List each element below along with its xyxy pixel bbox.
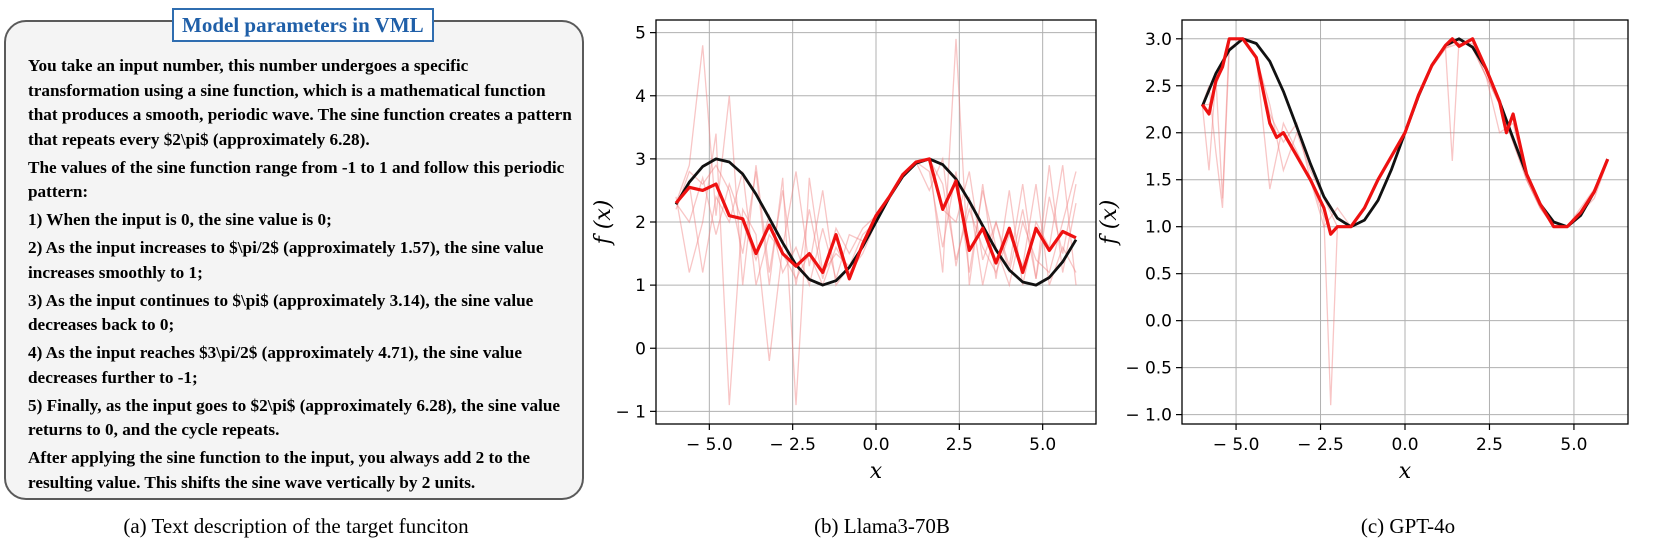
paragraph: 4) As the input reaches $3\pi/2$ (approx…	[28, 343, 522, 387]
llama-xlabel: x	[870, 459, 883, 484]
caption-a: (a) Text description of the target funci…	[123, 514, 469, 538]
gpt4o-xtick-label: − 5.0	[1213, 435, 1260, 455]
vml-title-badge: Model parameters in VML	[172, 8, 434, 42]
llama-ytick-label: 5	[635, 24, 646, 44]
gpt4o-xtick-label: 5.0	[1560, 435, 1587, 455]
gpt4o-xtick-label: 0.0	[1391, 435, 1418, 455]
paragraph: 1) When the input is 0, the sine value i…	[28, 210, 332, 229]
llama-xtick-label: 5.0	[1029, 435, 1056, 455]
gpt4o-ytick-label: 3.0	[1145, 30, 1172, 50]
llama-ytick-label: 1	[635, 276, 646, 296]
gpt4o-xlabel: x	[1399, 459, 1412, 484]
gpt4o-ytick-label: 1.0	[1145, 218, 1172, 238]
vml-description-text: You take an input number, this number un…	[28, 54, 576, 499]
gpt4o-xtick-label: 2.5	[1476, 435, 1503, 455]
gpt4o-ytick-label: 0.5	[1145, 265, 1172, 285]
llama-xtick-label: − 5.0	[686, 435, 733, 455]
llama-xtick-label: − 2.5	[769, 435, 816, 455]
gpt4o-ytick-label: 2.0	[1145, 124, 1172, 144]
caption-b: (b) Llama3-70B	[814, 514, 950, 538]
paragraph: 3) As the input continues to $\pi$ (appr…	[28, 290, 534, 335]
gpt4o-xtick-label: − 2.5	[1297, 435, 1344, 455]
gpt4o-ytick-label: 1.5	[1145, 171, 1172, 191]
llama-ylabel: f (x)	[591, 200, 616, 247]
llama-ytick-label: 4	[635, 87, 646, 107]
paragraph: 2) As the input increases to $\pi/2$ (ap…	[28, 238, 544, 282]
gpt4o-ytick-label: 2.5	[1145, 77, 1172, 97]
llama-target-line	[674, 157, 1078, 287]
gpt4o-ytick-label: − 0.5	[1125, 359, 1172, 379]
gpt4o-ytick-label: − 1.0	[1125, 406, 1172, 426]
llama-ytick-label: − 1	[616, 402, 646, 422]
gpt4o-mean-line	[1200, 37, 1610, 236]
gpt4o-ylabel: f (x)	[1097, 200, 1122, 247]
paragraph: 5) Finally, as the input goes to $2\pi$ …	[28, 395, 561, 440]
paragraph: You take an input number, this number un…	[28, 56, 572, 149]
vml-description-box: Model parameters in VML You take an inpu…	[4, 8, 584, 500]
gpt4o-ytick-label: 0.0	[1145, 312, 1172, 332]
caption-c: (c) GPT-4o	[1360, 514, 1456, 538]
paragraph: The values of the sine function range fr…	[28, 157, 565, 202]
llama-plot-frame	[655, 19, 1097, 425]
llama-ytick-label: 0	[635, 339, 646, 359]
llama-xtick-label: 2.5	[946, 435, 973, 455]
paragraph: After applying the sine function to the …	[28, 448, 530, 492]
gpt4o-plot-frame	[1181, 19, 1629, 425]
llama-ytick-label: 3	[635, 150, 646, 170]
llama-ytick-label: 2	[635, 213, 646, 233]
llama-xtick-label: 0.0	[862, 435, 889, 455]
vml-text-panel: Model parameters in VML You take an inpu…	[4, 8, 588, 502]
llama-mean-line	[674, 157, 1077, 281]
